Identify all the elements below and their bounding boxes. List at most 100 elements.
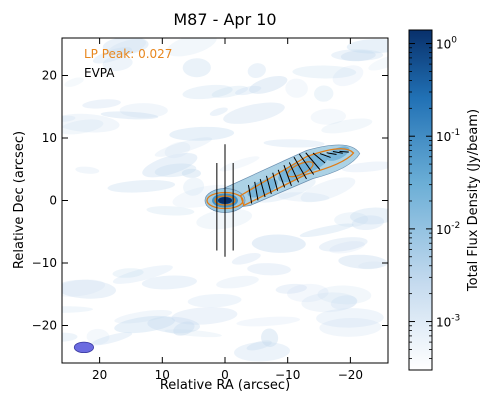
- evpa-vector: [339, 150, 349, 153]
- colorbar-tick-label: 100: [436, 36, 457, 52]
- x-axis-ticks: 20 10 0 −10 −20: [92, 38, 363, 382]
- noise-blob: [310, 108, 346, 125]
- noise-blob: [340, 50, 376, 62]
- noise-blob: [169, 126, 235, 141]
- noise-blob: [368, 54, 388, 71]
- colorbar-ticks: 100 10-1 10-2 10-3: [409, 36, 460, 371]
- noise-blob: [236, 316, 301, 327]
- evpa-vector: [312, 152, 326, 164]
- noise-blob: [358, 261, 384, 270]
- noise-blob: [223, 102, 285, 124]
- noise-blob: [329, 241, 365, 254]
- noise-blob: [342, 161, 388, 173]
- noise-blob: [119, 103, 168, 118]
- beam-ellipse-group: [73, 341, 94, 354]
- evpa-vector: [326, 152, 337, 155]
- noise-blob: [346, 38, 388, 54]
- noise-blob: [62, 332, 78, 342]
- noise-blob: [82, 99, 121, 109]
- noise-blob: [187, 294, 242, 308]
- colorbar-tick-label: 10-1: [436, 128, 460, 144]
- jet-knot: [326, 146, 350, 161]
- noise-blob: [62, 113, 120, 133]
- evpa-vector: [277, 169, 286, 188]
- noise-blob: [182, 58, 211, 78]
- x-tick-label: 20: [92, 368, 107, 382]
- noise-blob: [112, 268, 144, 278]
- noise-blob: [62, 279, 106, 297]
- noise-blob: [209, 107, 228, 116]
- noise-blob: [317, 285, 372, 305]
- evpa-vector: [332, 151, 343, 154]
- beam-ellipse: [73, 341, 94, 354]
- evpa-vector: [283, 165, 292, 186]
- noise-blob: [114, 309, 173, 324]
- noise-blob: [319, 317, 382, 337]
- noise-blob: [332, 65, 364, 87]
- noise-blob: [171, 307, 238, 325]
- noise-blob: [251, 234, 306, 253]
- noise-blob: [102, 38, 149, 55]
- noise-blob: [234, 341, 290, 362]
- noise-blob: [216, 275, 259, 289]
- colorbar-tick-label: 10-3: [436, 314, 460, 330]
- y-tick-label: 0: [49, 194, 57, 208]
- noise-blob: [246, 340, 272, 351]
- evpa-vectors: [216, 144, 349, 257]
- evpa-vector: [319, 153, 331, 158]
- chart-title: M87 - Apr 10: [173, 10, 276, 29]
- evpa-vector: [247, 184, 253, 204]
- noise-blob: [300, 177, 356, 203]
- noise-blob: [231, 252, 261, 265]
- noise-blob: [301, 292, 357, 313]
- noise-blob: [62, 115, 76, 122]
- noise-blob: [330, 295, 358, 310]
- noise-blob: [146, 206, 195, 216]
- y-tick-label: 10: [42, 131, 57, 145]
- evpa-vector: [305, 152, 321, 170]
- noise-blob: [219, 156, 260, 172]
- colorbar-label: Total Flux Density (Jy/beam): [466, 109, 481, 292]
- lp-peak-label: LP Peak: 0.027: [84, 47, 172, 61]
- noise-blob: [299, 223, 354, 238]
- noise-blob: [263, 139, 325, 148]
- plot-area: 20 10 0 −10 −20 20 10 0 −10 −20: [32, 37, 389, 382]
- noise-blob: [91, 332, 133, 346]
- noise-blob: [154, 137, 213, 157]
- noise-blob: [166, 38, 217, 57]
- y-tick-label: −10: [32, 256, 57, 270]
- x-axis-label: Relative RA (arcsec): [160, 378, 290, 393]
- y-tick-label: −20: [32, 319, 57, 333]
- noise-blob: [164, 329, 222, 338]
- background-noise: [62, 38, 388, 362]
- evpa-vector: [254, 181, 259, 201]
- noise-blob: [182, 84, 233, 100]
- noise-blob: [154, 163, 197, 178]
- y-axis-ticks: 20 10 0 −10 −20: [32, 69, 388, 333]
- noise-blob: [321, 118, 373, 134]
- colorbar-tick-label: 10-2: [436, 221, 460, 237]
- y-tick-label: 20: [42, 69, 57, 83]
- noise-blob: [112, 265, 173, 284]
- colorbar: 100 10-1 10-2 10-3 Total Flux Density (Jy/b…: [408, 29, 481, 371]
- evpa-vector: [265, 175, 272, 195]
- noise-blob: [211, 85, 248, 98]
- noise-blob: [287, 283, 329, 303]
- noise-blob: [92, 47, 133, 64]
- noise-blob: [351, 215, 385, 231]
- noise-blob: [100, 111, 159, 120]
- noise-blob: [147, 316, 201, 334]
- noise-blob: [75, 166, 100, 174]
- noise-blob: [277, 192, 330, 202]
- evpa-vector: [293, 156, 307, 180]
- noise-blob: [141, 275, 197, 290]
- noise-blob: [114, 315, 175, 334]
- noise-blob: [261, 328, 279, 347]
- noise-blob: [102, 55, 133, 72]
- x-tick-label: −10: [275, 368, 300, 382]
- noise-blob: [142, 153, 198, 178]
- noise-blob: [181, 168, 201, 178]
- noise-blob: [247, 263, 291, 276]
- noise-blob: [107, 180, 176, 193]
